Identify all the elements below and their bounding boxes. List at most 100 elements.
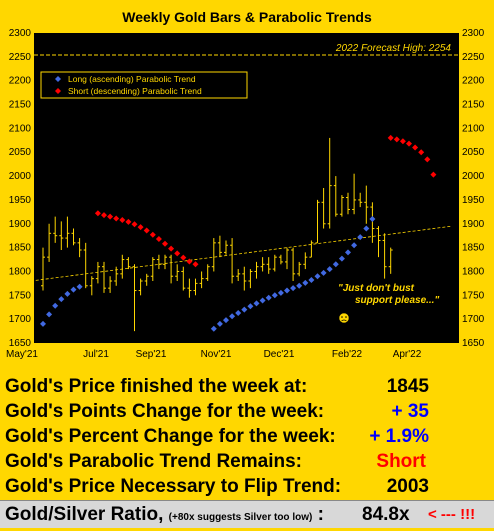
- long-trend-point: [52, 302, 59, 309]
- short-trend-point: [162, 240, 168, 247]
- short-trend-point: [155, 236, 162, 243]
- worried-face-icon: [338, 312, 350, 324]
- y-tick-label-right: 1850: [462, 243, 485, 254]
- forecast-label: 2022 Forecast High: 2254: [335, 43, 452, 54]
- short-trend-point: [424, 156, 431, 163]
- stat-value-flip: 2003: [386, 476, 429, 497]
- short-trend-point: [125, 218, 132, 225]
- stat-value-ratio: 84.8x: [362, 504, 410, 525]
- long-trend-point: [314, 273, 321, 280]
- legend-marker: [55, 88, 61, 94]
- short-trend-point: [412, 144, 419, 151]
- stat-label-points: Gold's Points Change for the week:: [5, 401, 325, 422]
- long-trend-point: [271, 292, 278, 299]
- y-tick-label-right: 2250: [462, 52, 485, 63]
- y-tick-label-left: 2150: [9, 100, 32, 111]
- short-trend-point: [107, 213, 114, 220]
- y-tick-label-right: 1800: [462, 266, 485, 277]
- y-tick-label-left: 2050: [9, 147, 32, 158]
- annotation-line-1: "Just don't bust: [338, 283, 415, 294]
- short-trend-point: [137, 224, 144, 231]
- short-trend-point: [131, 221, 138, 228]
- x-tick-label: Dec'21: [264, 349, 295, 360]
- x-tick-label: Apr'22: [393, 349, 422, 360]
- short-trend-point: [143, 227, 150, 234]
- long-trend-point: [70, 286, 77, 293]
- long-trend-point: [290, 285, 297, 292]
- y-tick-label-left: 1900: [9, 219, 32, 230]
- short-trend-point: [180, 254, 187, 261]
- stat-label-ratio: Gold/Silver Ratio,: [5, 504, 164, 525]
- y-tick-label-left: 1800: [9, 266, 32, 277]
- stat-value-price: 1845: [386, 376, 429, 397]
- stat-row-ratio: Gold/Silver Ratio, (+80x suggests Silver…: [0, 500, 494, 528]
- long-trend-point: [223, 317, 229, 324]
- stat-label-percent: Gold's Percent Change for the week:: [5, 426, 336, 447]
- stat-row-percent: Gold's Percent Change for the week: + 1.…: [0, 425, 494, 449]
- long-trend-point: [277, 289, 284, 296]
- short-trend-point: [174, 250, 181, 257]
- chart-title: Weekly Gold Bars & Parabolic Trends: [122, 9, 372, 25]
- stat-value-points: + 35: [391, 401, 429, 422]
- stat-label-flip: Gold's Price Necessary to Flip Trend:: [5, 476, 342, 497]
- y-tick-label-left: 1950: [9, 195, 32, 206]
- legend-label: Short (descending) Parabolic Trend: [68, 86, 202, 96]
- long-trend-point: [351, 242, 358, 249]
- stat-label-ratio-wrap: Gold/Silver Ratio, (+80x suggests Silver…: [5, 501, 324, 531]
- long-trend-point: [247, 303, 254, 310]
- long-trend-point: [235, 309, 242, 316]
- long-trend-point: [229, 313, 236, 320]
- long-trend-point: [259, 297, 266, 304]
- y-tick-label-right: 1900: [462, 219, 485, 230]
- short-trend-point: [406, 140, 412, 147]
- stat-row-trend: Gold's Parabolic Trend Remains: Short: [0, 450, 494, 474]
- long-trend-point: [76, 283, 83, 290]
- y-tick-label-left: 2250: [9, 52, 32, 63]
- long-trend-point: [302, 279, 309, 286]
- long-trend-point: [241, 306, 248, 313]
- long-trend-point: [210, 325, 217, 332]
- y-tick-label-left: 1700: [9, 314, 32, 325]
- long-trend-point: [40, 320, 46, 327]
- long-trend-point: [357, 234, 364, 241]
- y-tick-label-right: 2200: [462, 76, 485, 87]
- long-trend-point: [284, 287, 290, 294]
- long-trend-point: [46, 311, 53, 318]
- stat-note-ratio: (+80x suggests Silver too low): [168, 512, 313, 523]
- long-trend-point: [296, 282, 303, 289]
- long-trend-point: [265, 294, 272, 301]
- short-trend-point: [192, 261, 199, 268]
- x-tick-label: Sep'21: [136, 349, 167, 360]
- long-trend-point: [369, 216, 376, 222]
- x-tick-label: Jul'21: [83, 349, 109, 360]
- y-tick-label-left: 2000: [9, 171, 32, 182]
- long-trend-point: [345, 249, 351, 256]
- stat-label-price: Gold's Price finished the week at:: [5, 376, 308, 397]
- y-tick-label-left: 2200: [9, 76, 32, 87]
- stat-label-trend: Gold's Parabolic Trend Remains:: [5, 451, 302, 472]
- long-trend-point: [308, 277, 315, 284]
- short-trend-point: [94, 210, 101, 217]
- y-tick-label-left: 1750: [9, 290, 32, 301]
- stat-value-trend: Short: [376, 451, 426, 472]
- y-tick-label-right: 1950: [462, 195, 485, 206]
- long-trend-point: [216, 320, 223, 327]
- legend-marker: [55, 76, 61, 82]
- long-trend-point: [64, 290, 71, 297]
- y-tick-label-right: 2100: [462, 123, 485, 134]
- y-tick-label-right: 1750: [462, 290, 485, 301]
- short-trend-point: [393, 136, 400, 143]
- long-trend-point: [363, 225, 370, 232]
- y-tick-label-right: 2150: [462, 100, 485, 111]
- legend-label: Long (ascending) Parabolic Trend: [68, 74, 196, 84]
- stat-row-points: Gold's Points Change for the week: + 35: [0, 400, 494, 424]
- x-tick-label: Nov'21: [201, 349, 232, 360]
- stat-sep-ratio: :: [317, 504, 324, 525]
- short-trend-point: [418, 149, 425, 156]
- short-trend-point: [430, 171, 437, 178]
- y-tick-label-right: 2050: [462, 147, 485, 158]
- short-trend-point: [149, 231, 156, 238]
- short-trend-point: [186, 258, 193, 265]
- y-tick-label-right: 1700: [462, 314, 485, 325]
